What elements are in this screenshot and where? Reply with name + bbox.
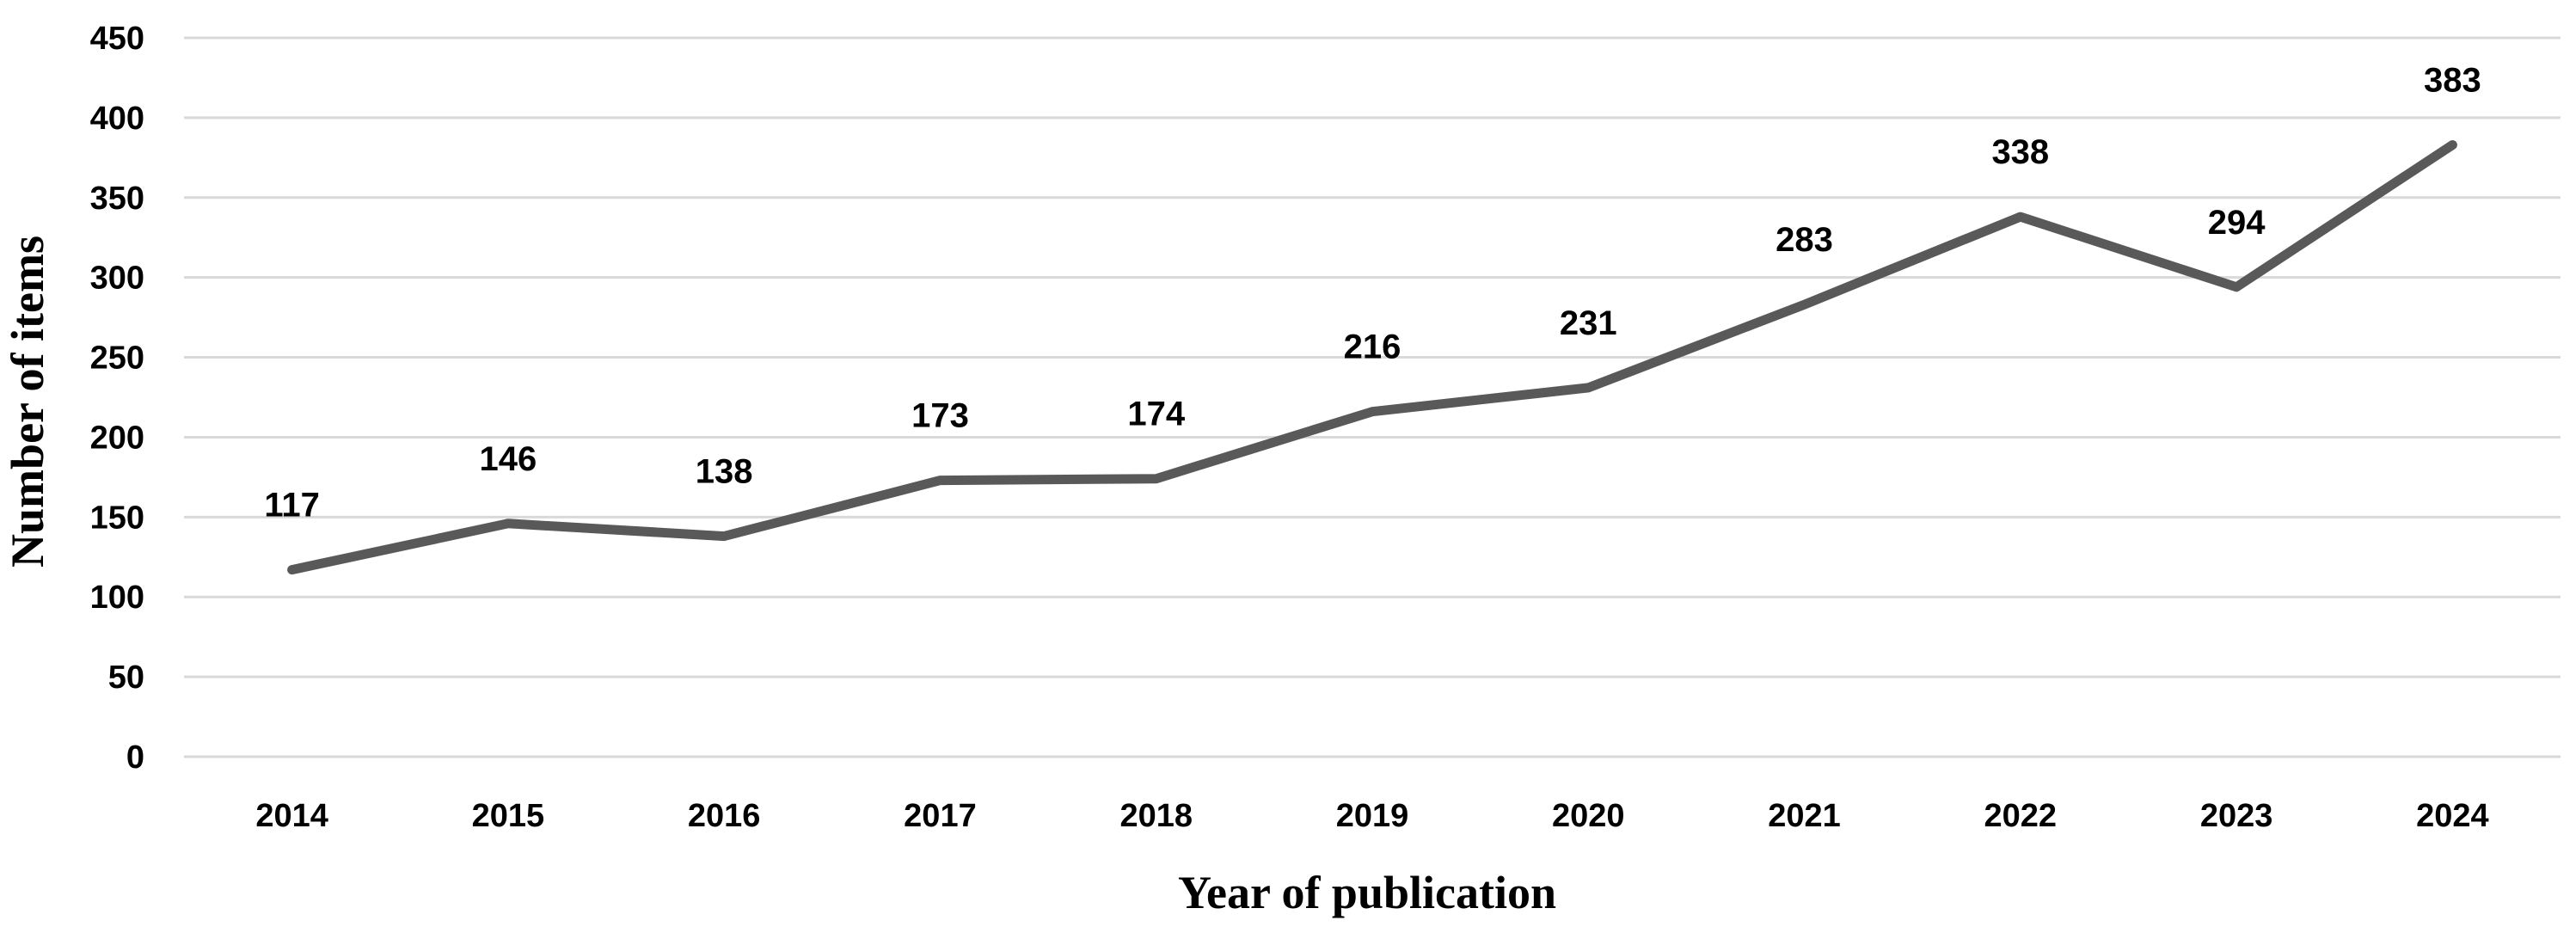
y-tick-label: 250: [90, 341, 144, 377]
y-tick-label: 50: [108, 660, 144, 696]
x-tick-label: 2024: [2416, 798, 2489, 834]
y-tick-label: 400: [90, 101, 144, 137]
data-label: 173: [911, 397, 969, 435]
x-tick-label: 2019: [1336, 798, 1409, 834]
data-label: 174: [1127, 396, 1185, 433]
x-tick-label: 2016: [688, 798, 761, 834]
x-tick-label: 2021: [1768, 798, 1841, 834]
data-label: 231: [1560, 304, 1617, 342]
x-tick-label: 2023: [2200, 798, 2273, 834]
x-tick-label: 2022: [1984, 798, 2058, 834]
x-tick-label: 2015: [472, 798, 545, 834]
data-labels: 117 146 138 173 174 216 231 283 338 294 383: [264, 61, 2481, 524]
data-label: 117: [264, 487, 320, 525]
data-label: 283: [1776, 221, 1833, 259]
data-label: 338: [1991, 133, 2049, 171]
data-label: 216: [1344, 328, 1401, 366]
data-label: 383: [2424, 61, 2481, 99]
data-label: 138: [696, 453, 753, 491]
data-label: 146: [480, 440, 537, 478]
x-tick-label: 2014: [255, 798, 328, 834]
gridlines: [184, 38, 2561, 757]
y-tick-label: 100: [90, 580, 144, 616]
x-axis-title: Year of publication: [1178, 867, 1556, 918]
y-tick-label: 150: [90, 500, 144, 536]
y-tick-label: 200: [90, 420, 144, 456]
y-tick-label: 0: [126, 740, 144, 776]
x-tick-label: 2018: [1119, 798, 1193, 834]
x-tick-label: 2020: [1552, 798, 1625, 834]
y-tick-label: 350: [90, 181, 144, 217]
x-tick-label: 2017: [904, 798, 977, 834]
data-label: 294: [2208, 204, 2266, 242]
y-tick-label: 300: [90, 261, 144, 297]
y-tick-label: 450: [90, 21, 144, 57]
y-axis-title: Number of items: [2, 236, 53, 568]
x-axis-tick-labels: 2014 2015 2016 2017 2018 2019 2020 2021 2022 2023…: [255, 798, 2488, 834]
y-axis-tick-labels: 0 50 100 150 200 250 300 350 400 450: [90, 21, 144, 776]
